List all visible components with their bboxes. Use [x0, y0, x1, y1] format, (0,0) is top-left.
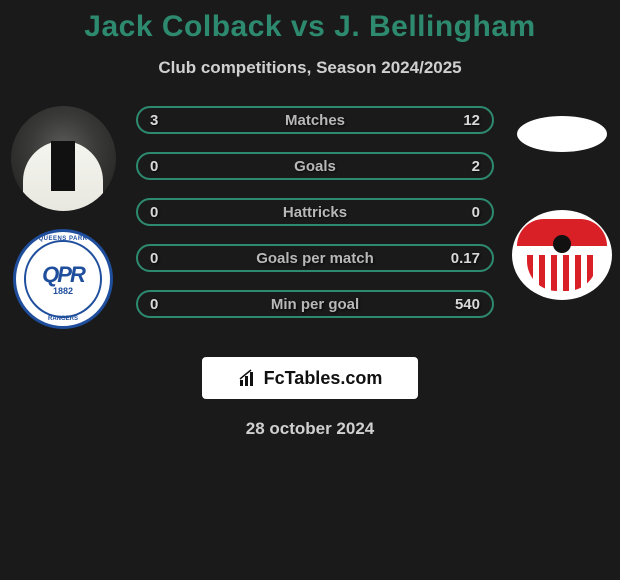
brand-text: FcTables.com	[264, 368, 383, 389]
vs-text: vs	[291, 10, 325, 43]
sunderland-badge	[512, 210, 612, 300]
stat-row-matches: 3 Matches 12	[136, 106, 494, 134]
stat-row-hattricks: 0 Hattricks 0	[136, 198, 494, 226]
stat-label: Matches	[138, 112, 492, 129]
qpr-inner: QPR 1882	[24, 240, 102, 318]
stat-label: Goals	[138, 158, 492, 175]
player1-name: Jack Colback	[84, 10, 282, 43]
stat-right-val: 12	[463, 112, 480, 129]
player2-photo	[517, 116, 607, 152]
stat-row-gpm: 0 Goals per match 0.17	[136, 244, 494, 272]
stat-left-val: 0	[150, 296, 158, 313]
content-row: QUEENS PARK QPR 1882 RANGERS 3 Matches 1…	[8, 106, 612, 329]
safc-shield	[512, 210, 612, 300]
qpr-letters: QPR	[42, 262, 84, 288]
brand-logo[interactable]: FcTables.com	[202, 357, 418, 399]
left-column: QUEENS PARK QPR 1882 RANGERS	[8, 106, 118, 329]
stat-label: Goals per match	[138, 250, 492, 267]
stat-right-val: 540	[455, 296, 480, 313]
stat-right-val: 2	[472, 158, 480, 175]
player1-photo	[11, 106, 116, 211]
stat-left-val: 0	[150, 204, 158, 221]
stat-right-val: 0	[472, 204, 480, 221]
stat-left-val: 0	[150, 250, 158, 267]
qpr-bot-text: RANGERS	[48, 316, 78, 322]
stat-label: Min per goal	[138, 296, 492, 313]
stat-row-mpg: 0 Min per goal 540	[136, 290, 494, 318]
player2-name: J. Bellingham	[334, 10, 536, 43]
stat-right-val: 0.17	[451, 250, 480, 267]
safc-ball-icon	[553, 235, 571, 253]
comparison-card: Jack Colback vs J. Bellingham Club compe…	[0, 0, 620, 439]
stat-row-goals: 0 Goals 2	[136, 152, 494, 180]
stats-column: 3 Matches 12 0 Goals 2 0 Hattricks 0 0 G…	[136, 106, 494, 318]
right-column	[512, 106, 612, 300]
chart-icon	[238, 368, 258, 388]
stat-left-val: 3	[150, 112, 158, 129]
footer-date: 28 october 2024	[8, 419, 612, 439]
safc-stripes	[527, 255, 597, 291]
qpr-year: 1882	[53, 286, 73, 296]
qpr-top-text: QUEENS PARK	[38, 236, 87, 242]
page-title: Jack Colback vs J. Bellingham	[8, 10, 612, 44]
qpr-badge: QUEENS PARK QPR 1882 RANGERS	[13, 229, 113, 329]
subtitle: Club competitions, Season 2024/2025	[8, 58, 612, 78]
stat-left-val: 0	[150, 158, 158, 175]
stat-label: Hattricks	[138, 204, 492, 221]
